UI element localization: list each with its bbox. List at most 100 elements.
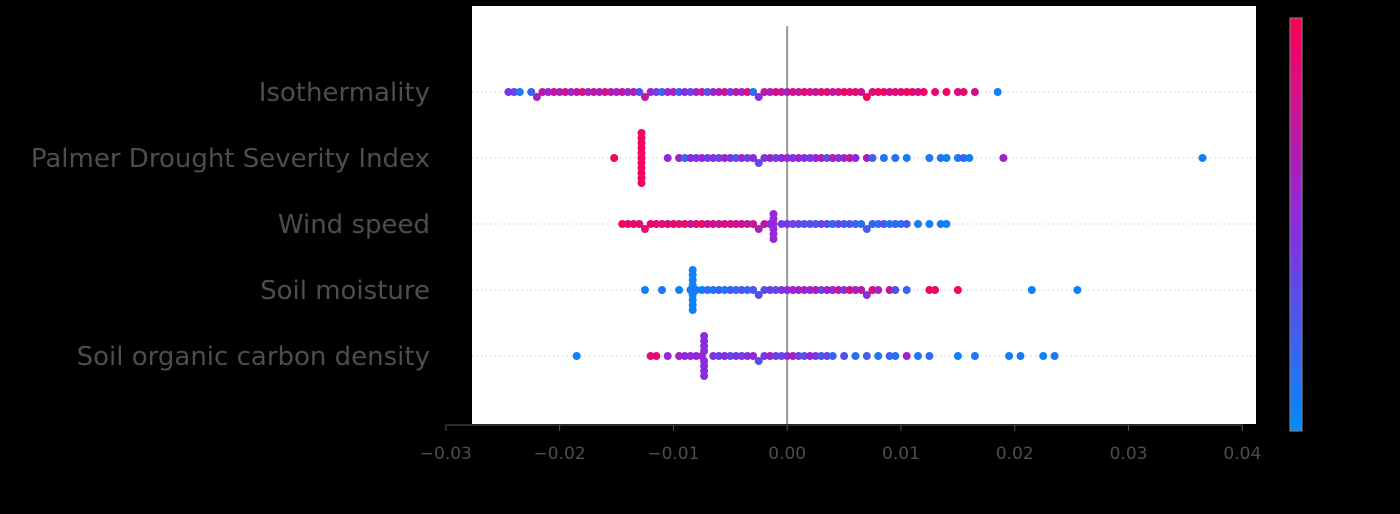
data-point (680, 88, 689, 96)
data-point (714, 286, 723, 294)
data-point (851, 220, 860, 228)
data-point (700, 332, 709, 340)
data-point (794, 220, 803, 228)
data-point (845, 154, 854, 162)
data-point (692, 352, 701, 360)
data-point (811, 352, 820, 360)
data-point (788, 286, 797, 294)
data-point (1050, 352, 1059, 360)
data-point (680, 154, 689, 162)
data-point (840, 286, 849, 294)
data-point (726, 220, 735, 228)
data-point (771, 352, 780, 360)
data-point (700, 372, 709, 380)
data-point (823, 220, 831, 228)
data-point (902, 352, 911, 360)
data-point (936, 220, 945, 228)
data-point (794, 88, 803, 96)
data-point (823, 286, 831, 294)
data-point (823, 352, 831, 360)
data-point (766, 286, 775, 294)
data-point (845, 88, 854, 96)
data-point (817, 154, 826, 162)
data-point (862, 291, 871, 299)
data-point (686, 88, 695, 96)
data-point (806, 220, 814, 228)
data-point (857, 286, 866, 294)
data-point (777, 220, 786, 228)
data-point (561, 88, 570, 96)
data-point (919, 88, 928, 96)
data-point (834, 88, 843, 96)
data-point (806, 88, 814, 96)
data-point (675, 352, 684, 360)
data-point (902, 154, 911, 162)
data-point (612, 88, 621, 96)
data-point (885, 88, 894, 96)
data-point (868, 88, 877, 96)
data-point (811, 286, 820, 294)
data-point (754, 225, 763, 233)
data-point (902, 88, 911, 96)
data-point (862, 154, 871, 162)
data-point (777, 352, 786, 360)
data-point (555, 88, 564, 96)
data-point (743, 352, 752, 360)
data-point (777, 286, 786, 294)
data-point (675, 88, 684, 96)
data-point (641, 93, 649, 101)
data-point (686, 352, 695, 360)
x-tick-label: 0.00 (768, 444, 806, 464)
data-point (760, 88, 769, 96)
data-point (618, 88, 627, 96)
data-point (936, 154, 945, 162)
feature-label: Soil organic carbon density (77, 342, 430, 372)
data-point (538, 88, 547, 96)
data-point (669, 220, 678, 228)
data-point (692, 154, 701, 162)
data-point (862, 93, 871, 101)
data-point (623, 88, 632, 96)
x-tick-label: 0.02 (996, 444, 1034, 464)
data-point (623, 220, 632, 228)
data-point (663, 352, 672, 360)
data-point (732, 286, 740, 294)
data-point (771, 88, 780, 96)
data-point (637, 129, 646, 137)
data-point (874, 286, 883, 294)
data-point (874, 88, 883, 96)
data-point (794, 286, 803, 294)
data-point (720, 154, 729, 162)
data-point (709, 88, 718, 96)
data-point (610, 154, 619, 162)
data-point (806, 352, 814, 360)
data-point (925, 220, 934, 228)
data-point (970, 352, 979, 360)
data-point (697, 88, 706, 96)
data-point (766, 352, 775, 360)
data-point (885, 352, 894, 360)
data-point (663, 88, 672, 96)
data-point (891, 154, 900, 162)
data-point (652, 88, 661, 96)
data-point (874, 220, 883, 228)
data-point (828, 88, 837, 96)
data-point (840, 154, 849, 162)
data-point (686, 220, 695, 228)
data-point (817, 220, 826, 228)
data-point (999, 154, 1008, 162)
plot-area (472, 6, 1256, 424)
data-point (629, 220, 638, 228)
data-point (828, 352, 837, 360)
data-point (783, 88, 792, 96)
feature-label: Soil moisture (260, 276, 430, 306)
data-point (703, 154, 712, 162)
data-point (817, 88, 826, 96)
data-point (652, 220, 661, 228)
data-point (646, 220, 655, 228)
data-point (646, 352, 655, 360)
data-point (828, 286, 837, 294)
data-point (760, 352, 769, 360)
